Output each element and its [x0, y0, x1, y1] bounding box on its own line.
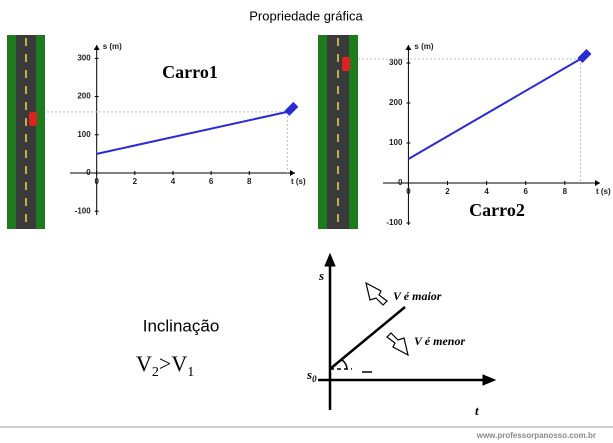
pen-icon	[577, 49, 591, 63]
x-tick-label: 4	[171, 177, 176, 186]
pen-icon	[284, 102, 298, 116]
x-axis-label: t (s)	[291, 177, 306, 186]
x-tick-label: 4	[484, 187, 489, 196]
upper-arrow-label: V é maior	[393, 289, 442, 303]
slope-label: Inclinação	[143, 316, 220, 335]
x-tick-label: 8	[563, 187, 568, 196]
x-tick-label: 2	[133, 177, 138, 186]
x-tick-label: 0	[94, 177, 99, 186]
x-tick-label: 6	[209, 177, 214, 186]
s-axis-label: s	[318, 268, 324, 283]
chart-title: Carro1	[162, 62, 218, 82]
y-tick-label: 100	[389, 138, 403, 147]
lower-arrow-label: V é menor	[414, 334, 465, 348]
footer: www.professorpanosso.com.br	[476, 431, 596, 440]
y-tick-label: 300	[77, 53, 91, 62]
y-axis-label: s (m)	[414, 42, 433, 51]
diagram	[318, 254, 495, 410]
y-tick-label: 200	[389, 98, 403, 107]
x-axis-label: t (s)	[596, 187, 611, 196]
road	[7, 35, 45, 229]
y-tick-label: -100	[75, 206, 92, 215]
chart-title: Carro2	[469, 200, 525, 220]
x-tick-label: 6	[523, 187, 528, 196]
x-tick-label: 2	[445, 187, 450, 196]
y-tick-label: 0	[86, 168, 91, 177]
data-line	[408, 59, 580, 159]
x-tick-label: 8	[247, 177, 252, 186]
y-tick-label: 100	[77, 130, 91, 139]
y-tick-label: 0	[398, 178, 403, 187]
y-axis-label: s (m)	[103, 42, 122, 51]
road	[318, 35, 358, 229]
y-tick-label: -100	[386, 218, 403, 227]
arrowhead	[405, 45, 600, 186]
x-tick-label: 0	[406, 187, 411, 196]
slide: Propriedade gráfica 02468-1000100200300s…	[0, 0, 613, 443]
origin-label: s0	[306, 367, 317, 384]
t-axis-label: t	[475, 403, 479, 418]
y-tick-label: 200	[77, 92, 91, 101]
data-line	[97, 112, 288, 154]
slide-title: Propriedade gráfica	[249, 8, 363, 23]
velocity-inequality: V2>V1	[136, 351, 194, 380]
